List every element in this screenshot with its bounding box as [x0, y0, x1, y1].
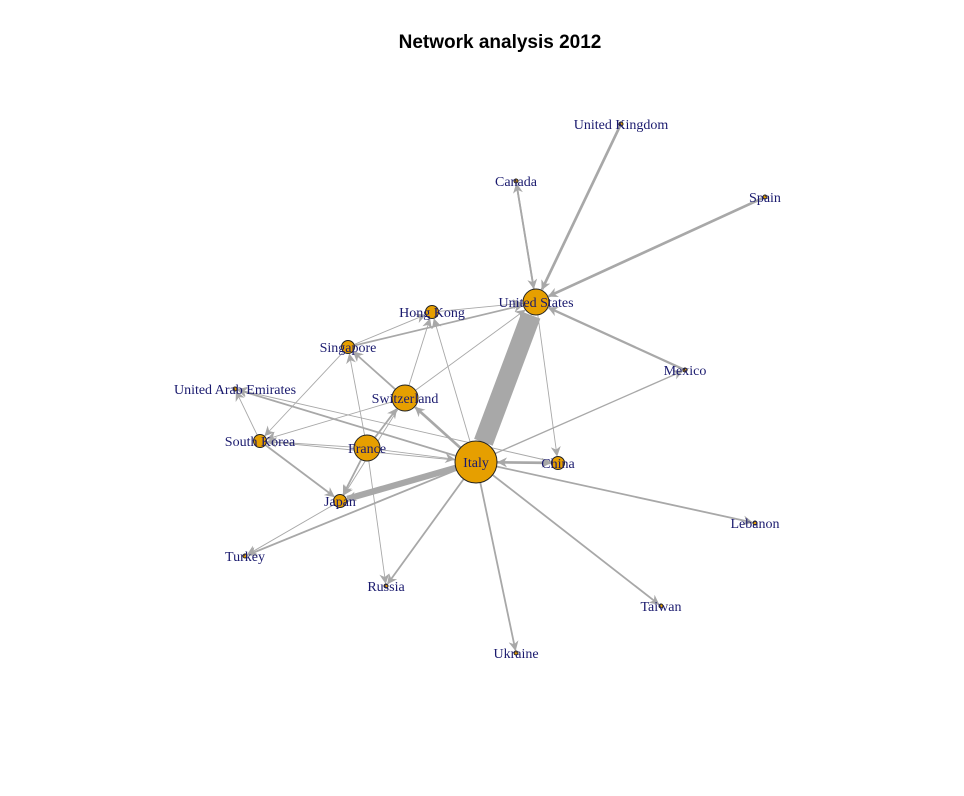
edge-france-to-italy [379, 449, 456, 464]
node-italy [454, 440, 498, 484]
node-label-switzerland: Switzerland [372, 392, 439, 407]
node-label-ukraine: Ukraine [493, 647, 538, 662]
edge-hongkong-to-us [438, 299, 524, 312]
edge-singapore-to-southkorea [264, 351, 344, 437]
node-label-russia: Russia [367, 580, 405, 595]
node-singapore [341, 340, 355, 354]
node-uae [232, 386, 238, 392]
node-spain [762, 194, 768, 200]
edge-spain-to-us [547, 196, 764, 298]
edge-japan-to-turkey [246, 503, 335, 556]
edge-france-to-singapore [346, 353, 366, 436]
edge-italy-to-us [474, 311, 541, 446]
edge-singapore-to-hongkong [353, 313, 427, 345]
node-russia [383, 583, 389, 589]
edge-switzerland-to-hongkong [408, 318, 432, 386]
node-taiwan [658, 603, 664, 609]
labels-layer: Italy United States France Switzerland China… [174, 118, 781, 662]
edge-uk-to-us [540, 125, 622, 291]
node-ukraine [513, 650, 519, 656]
node-label-italy: Italy [463, 456, 489, 471]
node-label-japan: Japan [324, 495, 356, 510]
edge-italy-to-hongkong [431, 318, 471, 442]
node-us [522, 288, 550, 316]
node-label-china: China [541, 457, 575, 472]
node-label-lebanon: Lebanon [731, 517, 780, 532]
node-label-uk: United Kingdom [574, 118, 669, 133]
edge-italy-to-ukraine [479, 482, 519, 652]
node-label-spain: Spain [749, 191, 781, 206]
node-japan [333, 494, 347, 508]
edge-us-to-canada [513, 183, 535, 290]
node-southkorea [253, 434, 267, 448]
chart-title: Network analysis 2012 [399, 32, 602, 53]
node-mexico [682, 367, 688, 373]
nodes-layer [232, 121, 768, 656]
node-label-mexico: Mexico [664, 364, 707, 379]
edge-italy-to-uae [236, 387, 457, 457]
node-label-southkorea: South Korea [225, 435, 296, 450]
edges-layer [235, 125, 764, 652]
edge-mexico-to-us [547, 306, 684, 371]
edge-france-to-southkorea [266, 437, 355, 448]
edge-italy-to-japan [346, 464, 457, 502]
edge-us-to-china [537, 314, 561, 457]
node-uk [618, 121, 624, 127]
node-hongkong [425, 305, 439, 319]
node-france [353, 434, 381, 462]
node-lebanon [752, 520, 758, 526]
node-switzerland [391, 384, 419, 412]
node-china [551, 456, 565, 470]
node-label-turkey: Turkey [225, 550, 265, 565]
node-label-us: United States [498, 296, 573, 311]
node-turkey [242, 553, 248, 559]
edge-switzerland-to-us [415, 309, 526, 391]
edge-france-to-japan [342, 459, 362, 496]
edge-southkorea-to-uae [235, 390, 258, 436]
edge-china-to-uae [236, 386, 552, 462]
node-canada [513, 178, 519, 184]
edge-italy-to-taiwan [492, 474, 660, 605]
node-label-hongkong: Hong Kong [399, 306, 465, 321]
node-label-france: France [348, 442, 386, 457]
edge-france-to-russia [368, 460, 390, 584]
node-label-canada: Canada [495, 175, 538, 190]
edge-italy-to-turkey [246, 469, 457, 557]
edge-italy-to-russia [387, 478, 465, 585]
edge-switzerland-to-southkorea [266, 401, 393, 442]
node-label-uae: United Arab Emirates [174, 383, 296, 398]
edge-italy-to-mexico [494, 370, 684, 455]
node-label-taiwan: Taiwan [640, 600, 681, 615]
edge-italy-to-lebanon [496, 465, 754, 526]
edge-southkorea-to-japan [264, 444, 335, 498]
edge-singapore-to-us [354, 302, 524, 347]
node-label-singapore: Singapore [320, 341, 377, 356]
edge-switzerland-to-singapore [352, 351, 396, 390]
edge-china-to-italy [497, 457, 552, 468]
